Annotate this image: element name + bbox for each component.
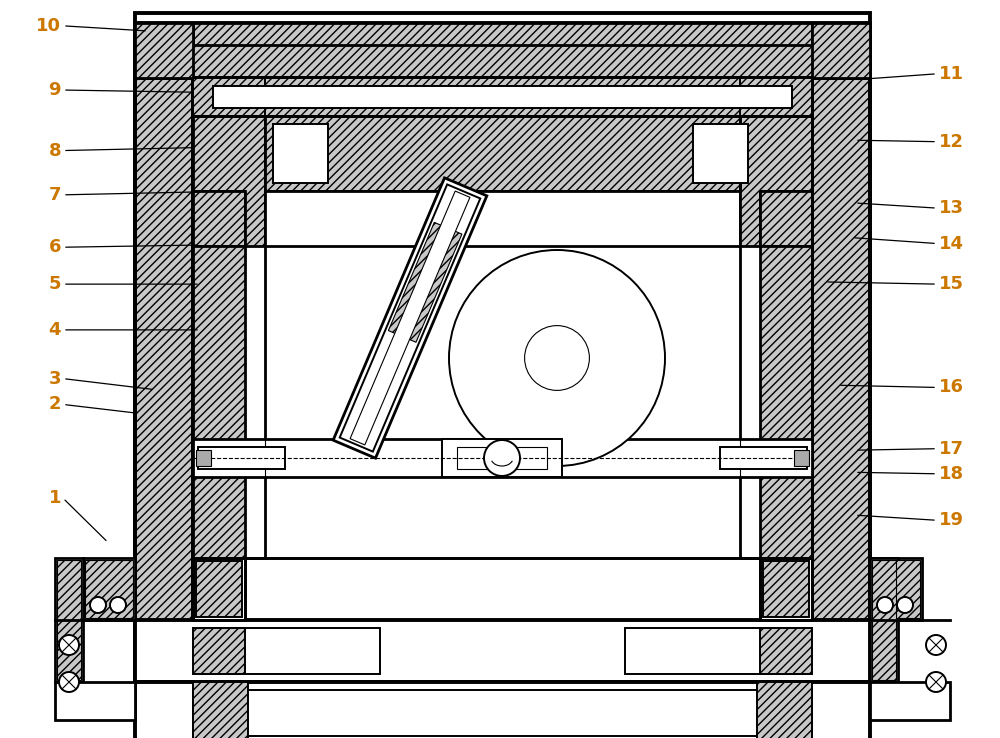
Circle shape (525, 325, 589, 390)
Bar (193, 628, 245, 674)
Bar (265, 116, 740, 191)
Bar (193, 439, 812, 477)
Bar (135, 682, 870, 738)
Bar (193, 78, 812, 116)
Bar (870, 682, 950, 720)
Bar (213, 86, 792, 108)
Bar (340, 184, 480, 452)
Bar (55, 682, 135, 720)
Bar (193, 558, 245, 620)
Text: 8: 8 (48, 142, 61, 159)
Bar (388, 222, 462, 342)
Circle shape (59, 672, 79, 692)
Text: 16: 16 (939, 379, 964, 396)
Bar (757, 682, 812, 738)
Bar (720, 447, 807, 469)
Bar (193, 78, 812, 116)
Text: 17: 17 (939, 440, 964, 458)
Bar (135, 13, 870, 23)
Bar (196, 450, 211, 466)
Text: 13: 13 (939, 199, 964, 217)
Text: 11: 11 (939, 65, 964, 83)
Circle shape (484, 440, 520, 476)
Text: 5: 5 (48, 275, 61, 293)
Bar (457, 447, 547, 469)
Circle shape (926, 672, 946, 692)
Bar (760, 191, 812, 246)
Bar (198, 447, 285, 469)
Bar (200, 628, 380, 674)
Bar (760, 628, 812, 674)
Bar (273, 124, 328, 183)
Text: 4: 4 (48, 321, 61, 339)
Text: 15: 15 (939, 275, 964, 293)
Circle shape (897, 597, 913, 613)
Text: 19: 19 (939, 511, 964, 529)
Bar (135, 23, 870, 78)
Bar (333, 178, 487, 458)
Bar (350, 191, 470, 445)
Bar (193, 558, 245, 620)
Bar (870, 558, 898, 682)
Bar (693, 124, 748, 183)
Circle shape (90, 597, 106, 613)
Text: 1: 1 (48, 489, 61, 507)
Bar (193, 558, 245, 620)
Bar (760, 558, 812, 620)
Bar (763, 561, 809, 617)
Bar (193, 116, 265, 558)
Text: 2: 2 (48, 396, 61, 413)
Bar (760, 558, 812, 620)
Bar (193, 116, 265, 558)
Circle shape (59, 635, 79, 655)
Text: 18: 18 (939, 465, 964, 483)
Bar (57, 560, 81, 680)
Bar (196, 561, 242, 617)
Bar (812, 78, 870, 720)
Bar (245, 246, 760, 558)
Bar (193, 690, 812, 736)
Bar (193, 682, 248, 738)
Bar (135, 78, 193, 720)
Circle shape (449, 250, 665, 466)
Bar (193, 191, 245, 246)
Bar (83, 558, 135, 620)
Bar (740, 116, 812, 558)
Circle shape (877, 597, 893, 613)
Bar (812, 23, 870, 78)
Bar (193, 191, 245, 246)
Bar (135, 23, 193, 78)
Text: 10: 10 (36, 17, 61, 35)
Bar (760, 558, 812, 620)
Text: 6: 6 (48, 238, 61, 256)
Bar (135, 78, 193, 720)
Text: 3: 3 (48, 370, 61, 387)
Text: 9: 9 (48, 81, 61, 99)
Bar (812, 78, 870, 720)
Bar (193, 23, 812, 45)
Bar (740, 116, 812, 558)
Bar (760, 191, 812, 246)
Text: 12: 12 (939, 133, 964, 151)
Bar (872, 560, 920, 618)
Bar (442, 439, 562, 477)
Bar (870, 558, 922, 620)
Bar (625, 628, 805, 674)
Bar (55, 558, 83, 682)
Bar (85, 560, 133, 618)
Text: 14: 14 (939, 235, 964, 252)
Circle shape (110, 597, 126, 613)
Bar (794, 450, 809, 466)
Bar (135, 620, 870, 682)
Text: 7: 7 (48, 186, 61, 204)
Circle shape (926, 635, 946, 655)
Bar (872, 560, 896, 680)
Bar (135, 23, 870, 78)
Bar (265, 116, 740, 191)
